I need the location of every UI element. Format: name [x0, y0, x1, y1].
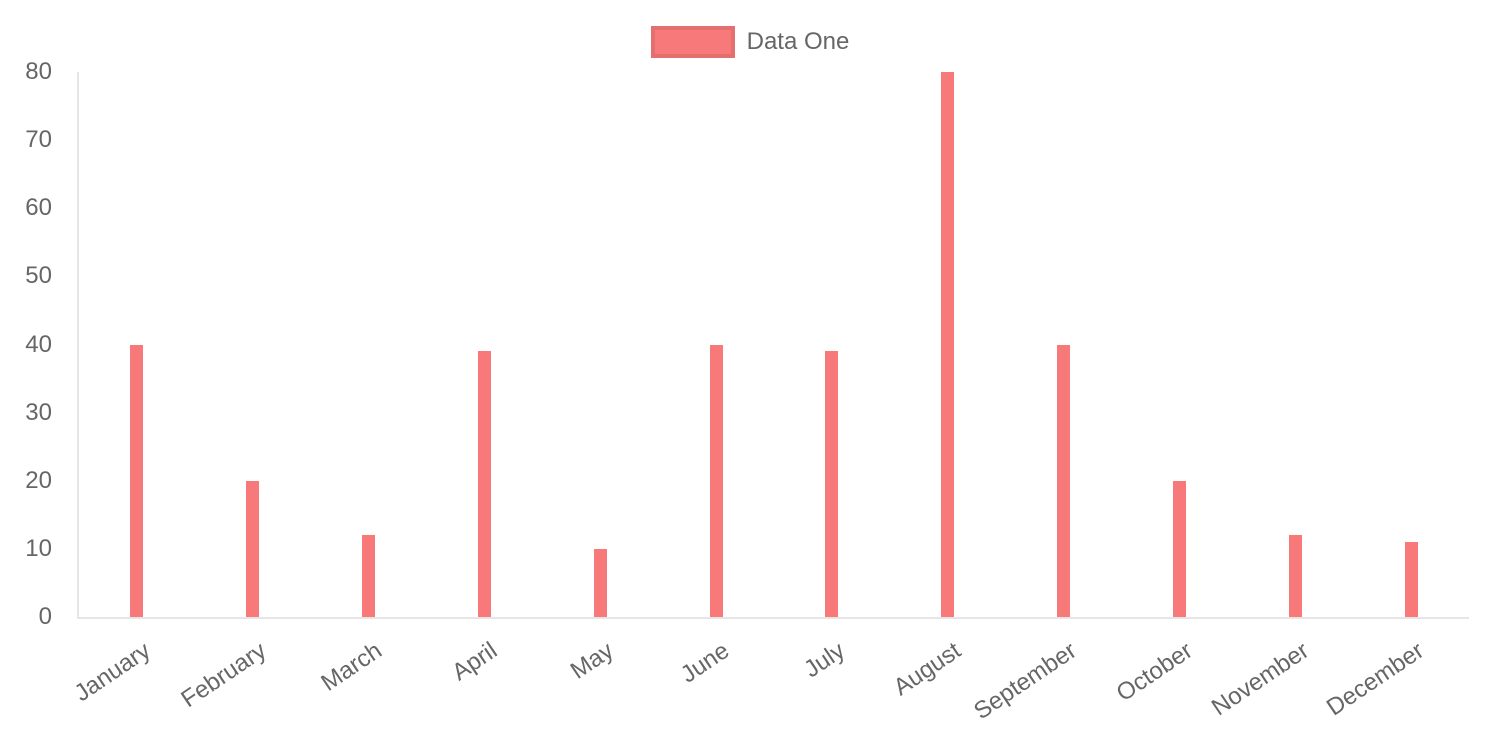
- plot-area: [77, 72, 1469, 619]
- x-label-june: June: [675, 637, 735, 689]
- x-label-september: September: [969, 637, 1082, 726]
- bar-november[interactable]: [1288, 535, 1302, 617]
- x-label-august: August: [888, 637, 966, 702]
- y-tick-20: 20: [25, 466, 52, 494]
- bar-march[interactable]: [362, 535, 376, 617]
- x-label-march: March: [316, 637, 387, 697]
- legend-item-data-one[interactable]: Data One: [650, 26, 850, 58]
- bar-april[interactable]: [477, 351, 491, 617]
- x-label-april: April: [447, 637, 503, 687]
- bar-may[interactable]: [593, 548, 607, 617]
- bar-january[interactable]: [130, 344, 144, 617]
- x-label-december: December: [1322, 637, 1430, 722]
- bar-july[interactable]: [825, 351, 839, 617]
- y-tick-80: 80: [25, 58, 52, 85]
- legend-label: Data One: [746, 28, 850, 55]
- x-label-february: February: [176, 637, 271, 714]
- y-tick-30: 30: [25, 398, 52, 426]
- legend-swatch-icon: [650, 26, 735, 58]
- y-tick-50: 50: [25, 262, 52, 290]
- y-tick-40: 40: [25, 330, 52, 358]
- bar-september[interactable]: [1057, 344, 1071, 617]
- y-tick-10: 10: [25, 534, 52, 562]
- x-label-october: October: [1111, 637, 1198, 708]
- y-tick-70: 70: [25, 126, 52, 154]
- bar-february[interactable]: [246, 480, 260, 617]
- x-label-may: May: [565, 637, 619, 685]
- x-label-november: November: [1206, 637, 1314, 722]
- bar-october[interactable]: [1172, 480, 1186, 617]
- y-tick-60: 60: [25, 194, 52, 222]
- y-tick-0: 0: [38, 603, 52, 630]
- chart-legend: Data One: [0, 26, 1500, 58]
- bar-december[interactable]: [1404, 542, 1418, 617]
- bar-august[interactable]: [941, 72, 955, 617]
- x-label-january: January: [69, 637, 156, 708]
- bar-june[interactable]: [709, 344, 723, 617]
- x-label-july: July: [799, 637, 851, 684]
